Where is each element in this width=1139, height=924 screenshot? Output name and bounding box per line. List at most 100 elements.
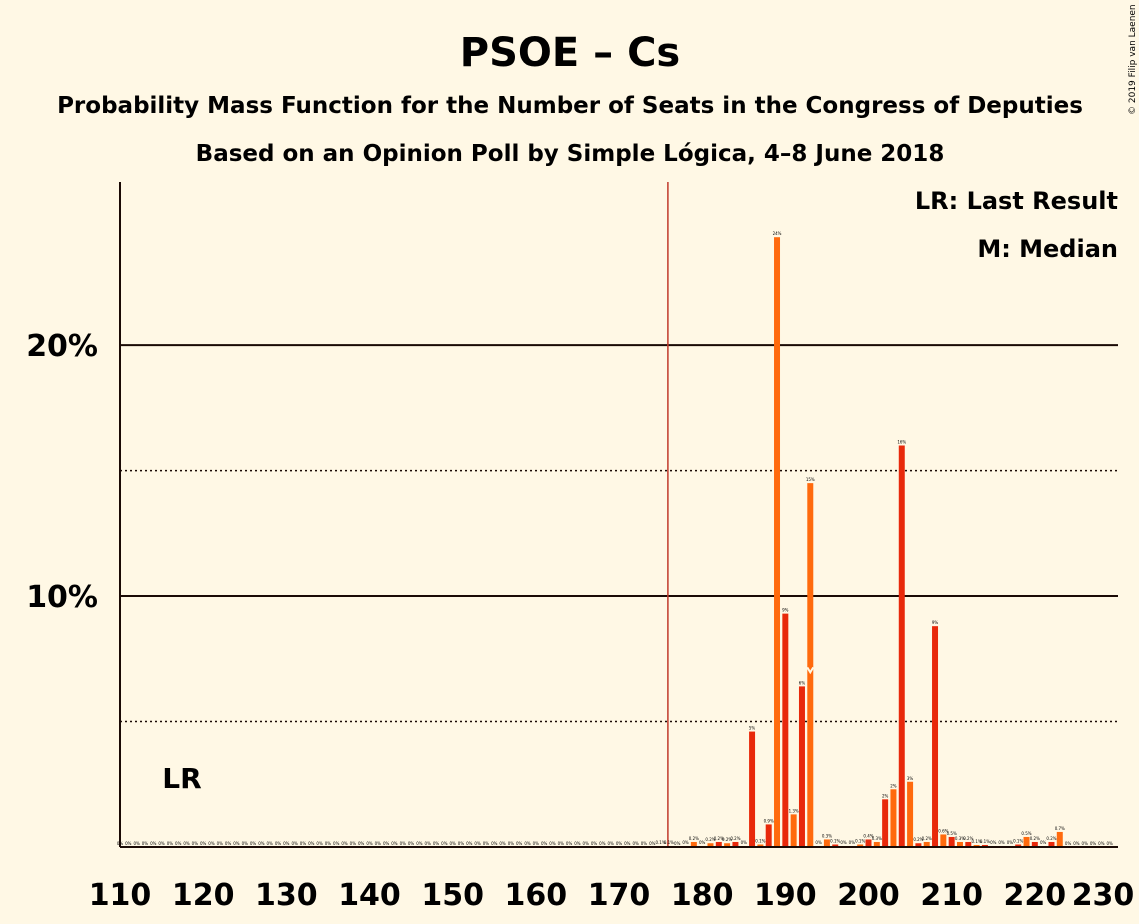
bar-label-150: 0%	[449, 841, 456, 846]
bar-label-229: 0%	[1107, 841, 1114, 846]
bar-label-165: 0%	[574, 841, 581, 846]
bar-labels: 0% 0% 0% 0% 0% 0% 0% 0% 0% 0% 0% 0% 0% 0% 0% 0% 0% 0% 0% 0%…	[117, 231, 1113, 846]
gridlines: 10% 20%	[26, 182, 1118, 847]
bar-label-122: 0%	[217, 841, 224, 846]
median-marker	[806, 666, 815, 675]
bar-label-192: 6%	[799, 680, 806, 685]
bar-label-111: 0%	[125, 841, 132, 846]
bar-label-228: 0%	[1098, 841, 1105, 846]
bar-208	[932, 626, 939, 847]
y-tick-label-0: 10%	[26, 580, 98, 615]
bar-label-184: 0.2%	[730, 836, 740, 841]
bar-label-157: 0%	[508, 841, 515, 846]
bar-label-119: 0%	[192, 841, 199, 846]
bar-label-221: 0%	[1040, 840, 1047, 845]
bar-183	[724, 843, 731, 847]
bar-label-125: 0%	[242, 841, 249, 846]
bar-label-140: 0%	[366, 841, 373, 846]
x-tick-label-130: 130	[255, 878, 318, 913]
bar-label-178: 0%	[682, 840, 689, 845]
bar-190	[782, 613, 789, 847]
bar-label-225: 0%	[1073, 841, 1080, 846]
bar-label-189: 24%	[773, 231, 782, 236]
bar-label-203: 2%	[890, 783, 897, 788]
bar-label-112: 0%	[133, 841, 140, 846]
y-tick-label-1: 20%	[26, 329, 98, 364]
bar-label-210: 0.5%	[947, 831, 957, 836]
bar-series	[657, 237, 1063, 848]
bar-label-201: 0.3%	[872, 836, 882, 841]
bar-label-207: 0.2%	[922, 836, 932, 841]
bar-label-144: 0%	[400, 841, 407, 846]
x-tick-label-210: 210	[920, 878, 983, 913]
bar-label-166: 0%	[583, 841, 590, 846]
bar-label-126: 0%	[250, 841, 257, 846]
chart-subtitle-poll: Based on an Opinion Poll by Simple Lógic…	[196, 141, 945, 167]
bar-label-148: 0%	[433, 841, 440, 846]
bar-label-222: 0.2%	[1046, 836, 1056, 841]
bar-label-153: 0%	[474, 841, 481, 846]
bar-label-217: 0%	[1007, 840, 1014, 845]
bar-label-187: 0.1%	[755, 838, 765, 843]
bar-label-205: 3%	[907, 776, 914, 781]
axes: 110 120 130 140 150 160 170 180 190 200 210 220 230	[89, 182, 1135, 913]
bar-label-196: 0.1%	[830, 838, 840, 843]
bar-205	[907, 781, 914, 847]
bar-label-155: 0%	[491, 841, 498, 846]
bar-187	[757, 844, 764, 847]
bar-206	[915, 843, 922, 847]
bar-label-170: 0%	[616, 841, 623, 846]
bar-label-220: 0.2%	[1030, 836, 1040, 841]
bar-label-202: 2%	[882, 793, 889, 798]
legend-median: M: Median	[977, 235, 1118, 263]
bar-label-173: 0%	[641, 841, 648, 846]
bar-label-214: 0.1%	[980, 839, 990, 844]
x-tick-label-160: 160	[505, 878, 568, 913]
bar-223	[1056, 831, 1063, 847]
bar-184	[732, 841, 739, 847]
x-tick-label-200: 200	[837, 878, 900, 913]
bar-label-138: 0%	[350, 841, 357, 846]
bar-label-117: 0%	[175, 841, 182, 846]
bar-label-143: 0%	[391, 841, 398, 846]
bar-label-224: 0%	[1065, 841, 1072, 846]
bar-196	[832, 844, 839, 847]
bar-label-171: 0%	[624, 841, 631, 846]
bar-label-197: 0%	[840, 840, 847, 845]
bar-label-151: 0%	[458, 841, 465, 846]
bar-label-193: 15%	[806, 477, 815, 482]
bar-label-142: 0%	[383, 841, 390, 846]
bar-189	[774, 237, 781, 848]
bar-label-223: 0.7%	[1055, 826, 1065, 831]
bar-label-123: 0%	[225, 841, 232, 846]
bar-label-198: 0%	[849, 840, 856, 845]
bar-219	[1023, 836, 1030, 847]
bar-label-186: 5%	[749, 726, 756, 731]
bar-label-137: 0%	[341, 841, 348, 846]
bar-label-154: 0%	[483, 841, 490, 846]
bar-label-121: 0%	[208, 841, 215, 846]
chart-title: PSOE – Cs	[460, 30, 680, 76]
bar-label-128: 0%	[267, 841, 274, 846]
bar-label-227: 0%	[1090, 841, 1097, 846]
x-tick-label-110: 110	[89, 878, 152, 913]
bar-202	[882, 799, 889, 847]
x-tick-label-230: 230	[1072, 878, 1135, 913]
bar-222	[1048, 841, 1055, 847]
last-result-marker: LR	[162, 762, 201, 795]
x-tick-label-190: 190	[754, 878, 817, 913]
bar-193	[807, 483, 814, 847]
bar-label-212: 0.2%	[963, 836, 973, 841]
bar-204	[898, 445, 905, 847]
bar-label-179: 0.2%	[689, 836, 699, 841]
bar-179	[690, 841, 697, 847]
bar-label-195: 0.3%	[822, 833, 832, 838]
bar-label-182: 0.2%	[714, 836, 724, 841]
bar-label-141: 0%	[375, 841, 382, 846]
bar-label-185: 0%	[741, 840, 748, 845]
bar-200	[865, 839, 872, 847]
bar-label-130: 0%	[283, 841, 290, 846]
bar-label-145: 0%	[408, 841, 415, 846]
bar-label-113: 0%	[142, 841, 149, 846]
bar-label-194: 0%	[815, 840, 822, 845]
